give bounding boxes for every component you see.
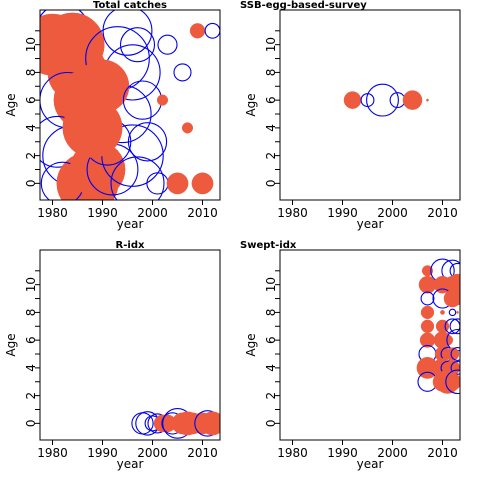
positive-residual-bubble [420, 319, 435, 333]
negative-residual-bubble [102, 10, 153, 56]
negative-residual-bubble [194, 410, 220, 437]
negative-residual-bubble [204, 22, 220, 39]
positive-residual-bubble [207, 413, 220, 434]
y-tick-label: 2 [264, 152, 278, 160]
positive-residual-bubble [62, 97, 123, 158]
y-tick-label: 2 [24, 392, 38, 400]
x-tick-label: 1990 [327, 446, 358, 460]
negative-residual-bubble [445, 369, 460, 395]
positive-residual-bubble [426, 98, 429, 102]
y-tick-label: 10 [24, 277, 38, 292]
y-tick-label: 4 [24, 364, 38, 372]
x-tick-label: 1980 [37, 446, 68, 460]
plot-frame [279, 9, 461, 201]
negative-residual-bubble [449, 318, 460, 335]
y-tick-label: 6 [24, 336, 38, 344]
y-tick-label: 10 [264, 277, 278, 292]
x-axis-label: year [357, 217, 384, 231]
x-tick-label: 2010 [427, 446, 458, 460]
x-axis-label: year [117, 457, 144, 471]
bubbles [343, 83, 429, 117]
bubbles [131, 408, 220, 439]
negative-residual-bubble [157, 34, 178, 55]
y-tick-label: 0 [24, 420, 38, 428]
x-tick-label: 2010 [187, 206, 218, 220]
x-tick-label: 2000 [377, 206, 408, 220]
plot-frame [39, 9, 221, 201]
positive-residual-bubble [166, 172, 189, 195]
positive-residual-bubble [156, 94, 169, 106]
y-tick-label: 8 [264, 309, 278, 317]
panel-title: Total catches [93, 0, 167, 11]
panel-2: 1980 1990 2000 2010 0 2 4 6 8 10 year Age SSB-egg-ba… [240, 0, 461, 231]
negative-residual-bubble [110, 156, 165, 200]
panel-4: 1980 1990 2000 2010 0 2 4 6 8 10 year Age Swept-idx [240, 240, 461, 471]
plot-frame [279, 249, 461, 441]
x-tick-label: 1990 [327, 206, 358, 220]
panel-3: 1980 1990 2000 2010 0 2 4 6 8 10 year Age R-idx [4, 240, 221, 471]
x-tick-label: 1990 [87, 206, 118, 220]
x-tick-label: 2010 [187, 446, 218, 460]
negative-residual-bubble [119, 27, 156, 63]
x-tick-label: 1980 [277, 446, 308, 460]
bubbles [40, 10, 220, 200]
panel-1: 1980 1990 2000 2010 0 2 4 6 8 10 year Age Total catc… [4, 0, 221, 231]
x-tick-label: 1990 [87, 446, 118, 460]
x-tick-label: 2010 [427, 206, 458, 220]
y-tick-label: 0 [264, 180, 278, 188]
negative-residual-bubble [127, 122, 168, 162]
negative-residual-bubble [450, 360, 460, 375]
bubbles [416, 258, 460, 395]
positive-residual-bubble [450, 291, 460, 306]
positive-residual-bubble [189, 23, 206, 39]
y-tick-label: 8 [264, 69, 278, 77]
negative-residual-bubble [448, 308, 457, 317]
panel-title: SSB-egg-based-survey [240, 0, 367, 11]
y-axis-label: Age [4, 93, 18, 116]
y-tick-label: 8 [24, 309, 38, 317]
negative-residual-bubble [173, 63, 192, 82]
positive-residual-bubble [181, 122, 194, 134]
y-tick-label: 2 [24, 152, 38, 160]
x-axis-label: year [117, 217, 144, 231]
x-axis-label: year [357, 457, 384, 471]
y-axis-label: Age [4, 333, 18, 356]
y-tick-label: 0 [24, 180, 38, 188]
negative-residual-bubble [420, 291, 435, 306]
y-tick-label: 10 [264, 37, 278, 52]
y-tick-label: 6 [24, 96, 38, 104]
positive-residual-bubble [440, 310, 445, 315]
positive-residual-bubble [420, 305, 435, 320]
x-tick-label: 2000 [137, 206, 168, 220]
y-tick-label: 4 [24, 124, 38, 132]
x-tick-label: 1980 [37, 206, 68, 220]
negative-residual-bubble [366, 83, 399, 117]
plot-frame [39, 249, 221, 441]
panel-title: R-idx [116, 240, 145, 251]
panel-title: Swept-idx [240, 240, 297, 251]
y-tick-label: 4 [264, 364, 278, 372]
y-tick-label: 0 [264, 420, 278, 428]
y-tick-label: 4 [264, 124, 278, 132]
x-tick-label: 1980 [277, 206, 308, 220]
y-tick-label: 8 [24, 69, 38, 77]
y-tick-label: 6 [264, 96, 278, 104]
positive-residual-bubble [456, 311, 459, 314]
x-tick-label: 2000 [137, 446, 168, 460]
positive-residual-bubble [418, 275, 437, 294]
y-tick-label: 10 [24, 37, 38, 52]
negative-residual-bubble [450, 347, 460, 361]
positive-residual-bubble [402, 90, 423, 110]
y-tick-label: 2 [264, 392, 278, 400]
y-tick-label: 6 [264, 336, 278, 344]
y-axis-label: Age [244, 93, 258, 116]
positive-residual-bubble [443, 373, 460, 391]
y-axis-label: Age [244, 333, 258, 356]
x-tick-label: 2000 [377, 446, 408, 460]
positive-residual-bubble [441, 334, 454, 346]
negative-residual-bubble [146, 172, 169, 195]
positive-residual-bubble [343, 91, 362, 109]
positive-residual-bubble [191, 172, 214, 195]
